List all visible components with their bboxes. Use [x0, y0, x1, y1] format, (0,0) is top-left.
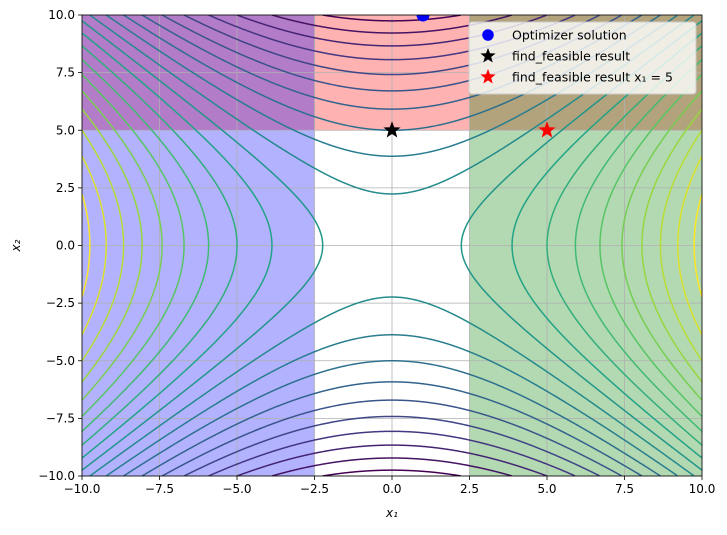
contour-line-15-1 — [82, 90, 163, 401]
contour-line-1-1 — [271, 457, 513, 476]
x-tick-label-5: 2.5 — [460, 482, 479, 496]
contour-line-7-1 — [123, 360, 661, 476]
contour-line-17-1 — [82, 129, 125, 362]
contour-line-16-0 — [641, 108, 702, 383]
contour-line-12-0 — [546, 45, 702, 446]
contour-line-3-1 — [208, 430, 576, 476]
y-tick-label-5: 2.5 — [56, 181, 75, 195]
legend-marker-2 — [480, 69, 496, 84]
contour-line-14-1 — [82, 74, 185, 417]
contour-line-6-1 — [141, 381, 643, 476]
y-tick-label-3: −2.5 — [46, 296, 75, 310]
contour-line-4-1 — [183, 415, 600, 476]
y-tick-label-1: −7.5 — [46, 411, 75, 425]
x-axis-label: x₁ — [385, 506, 398, 520]
markers — [383, 15, 556, 138]
legend-label-2: find_feasible result x₁ = 5 — [512, 70, 673, 85]
contour-line-13-1 — [82, 59, 210, 432]
x-tick-label-2: −5.0 — [222, 482, 251, 496]
contour-line-14-0 — [599, 74, 702, 417]
contour-line-10-0 — [460, 20, 702, 471]
legend-box — [468, 21, 697, 95]
axis-ticks: −10.0 −7.5 −5.0 −2.5 0.0 2.5 5.0 7.5 10.0 −10.0 −7… — [38, 8, 715, 496]
legend-marker-1 — [480, 48, 496, 63]
contour-line-5-1 — [161, 399, 622, 476]
x-tick-label-7: 7.5 — [615, 482, 634, 496]
x-tick-label-3: −2.5 — [300, 482, 329, 496]
contour-line-10-1 — [82, 20, 324, 471]
series-2-marker-0 — [538, 121, 556, 138]
contour-line-15-0 — [621, 90, 702, 401]
series-1-marker-0 — [383, 121, 401, 138]
x-tick-label-4: 0.0 — [382, 482, 401, 496]
y-tick-label-7: 7.5 — [56, 66, 75, 80]
contour-line-17-0 — [659, 129, 702, 362]
x-tick-label-0: −10.0 — [64, 482, 101, 496]
contour-line-0-0 — [322, 15, 462, 22]
contour-line-12-1 — [82, 45, 238, 446]
y-tick-label-6: 5.0 — [56, 123, 75, 137]
legend-label-0: Optimizer solution — [512, 28, 627, 43]
contour-line-16-1 — [82, 108, 143, 383]
contour-line-8-1 — [105, 334, 678, 476]
contour-line-11-0 — [511, 32, 702, 459]
y-tick-label-0: −10.0 — [38, 469, 75, 483]
contour-line-13-0 — [574, 59, 702, 432]
contour-line-19-1 — [82, 194, 91, 298]
contour-line-19-0 — [693, 194, 702, 298]
series-0-marker-0 — [416, 15, 430, 22]
contour-line-0-1 — [322, 469, 462, 476]
x-tick-label-1: −7.5 — [145, 482, 174, 496]
x-tick-label-6: 5.0 — [537, 482, 556, 496]
contour-line-18-0 — [677, 156, 702, 336]
contour-line-2-1 — [236, 444, 548, 476]
y-axis-label: x₂ — [9, 239, 23, 252]
contour-line-11-1 — [82, 32, 273, 459]
contour-line-9-1 — [89, 296, 695, 476]
x-tick-label-8: 10.0 — [689, 482, 716, 496]
legend-label-1: find_feasible result — [512, 49, 630, 64]
legend-marker-0 — [482, 29, 494, 41]
legend: Optimizer solution find_feasible result fi… — [468, 21, 697, 95]
contour-line-18-1 — [82, 156, 107, 336]
y-tick-label-2: −5.0 — [46, 354, 75, 368]
y-tick-label-8: 10.0 — [48, 8, 75, 22]
y-tick-label-4: 0.0 — [56, 239, 75, 253]
